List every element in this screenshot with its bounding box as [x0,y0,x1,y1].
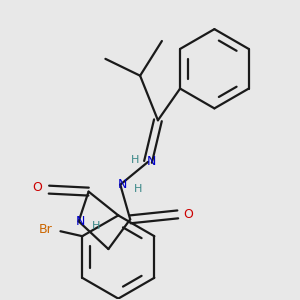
Text: N: N [146,155,156,168]
Text: H: H [131,155,139,165]
Text: O: O [32,181,42,194]
Text: N: N [118,178,127,191]
Text: N: N [76,215,85,228]
Text: O: O [184,208,194,221]
Text: H: H [134,184,142,194]
Text: Br: Br [39,223,52,236]
Text: H: H [92,221,101,231]
